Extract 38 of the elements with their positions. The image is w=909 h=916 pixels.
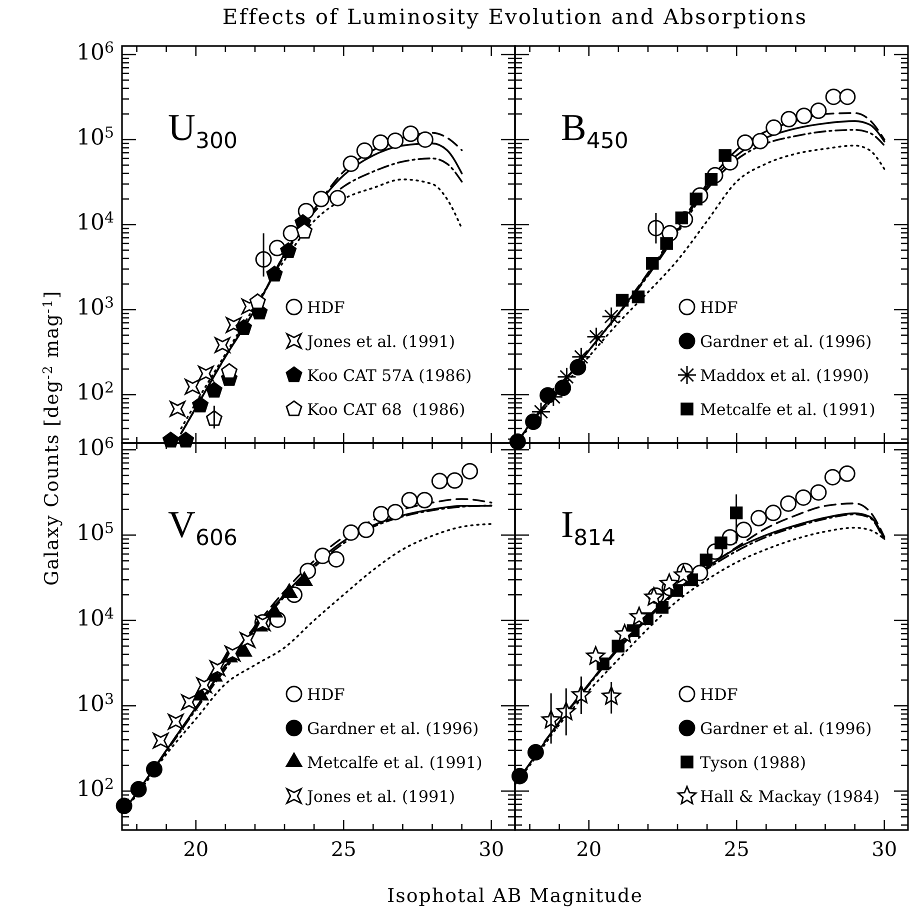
annotation: U$_{300}$ <box>168 107 238 154</box>
legend-label: HDF <box>700 685 738 704</box>
x-tick-label: 30 <box>872 837 898 861</box>
legend-label: Hall & Mackay (1984) <box>700 787 880 806</box>
annotation: V$_{606}$ <box>168 504 238 551</box>
legend-label: Gardner et al. (1996) <box>700 332 872 351</box>
x-tick-label: 25 <box>330 837 356 861</box>
y-tick-label: 10$^{6}$ <box>76 38 114 66</box>
chart-title: Effects of Luminosity Evolution and Absorptions <box>222 5 808 29</box>
x-tick-label: 20 <box>183 837 209 861</box>
legend-label: Tyson (1988) <box>700 753 806 772</box>
x-tick-label: 20 <box>576 837 602 861</box>
y-tick-label: 10$^{4}$ <box>76 604 114 632</box>
y-tick-label: 10$^{2}$ <box>76 378 114 406</box>
legend-label: HDF <box>307 298 345 317</box>
y-tick-label: 10$^{6}$ <box>76 434 114 461</box>
annotation: I$_{814}$ <box>561 504 616 551</box>
y-tick-label: 10$^{2}$ <box>76 775 114 802</box>
y-tick-label: 10$^{4}$ <box>76 208 114 236</box>
annotation: B$_{450}$ <box>561 107 628 154</box>
y-tick-label: 10$^{5}$ <box>76 124 114 151</box>
legend-label: Metcalfe et al. (1991) <box>307 753 482 772</box>
x-axis-title: Isophotal AB Magnitude <box>387 885 643 907</box>
legend-label: HDF <box>307 685 345 704</box>
legend-label: Jones et al. (1991) <box>305 332 456 351</box>
legend-label: Gardner et al. (1996) <box>700 719 872 738</box>
y-tick-label: 10$^{5}$ <box>76 519 114 546</box>
x-tick-label: 25 <box>724 837 750 861</box>
legend-label: Koo CAT 68 (1986) <box>307 400 466 419</box>
legend-label: HDF <box>700 298 738 317</box>
y-tick-label: 10$^{3}$ <box>76 690 114 717</box>
legend-label: Koo CAT 57A (1986) <box>307 366 472 385</box>
legend-label: Gardner et al. (1996) <box>307 719 479 738</box>
x-tick-label: 30 <box>478 837 504 861</box>
legend-label: Metcalfe et al. (1991) <box>700 400 876 419</box>
legend-label: Maddox et al. (1990) <box>700 366 870 385</box>
legend-label: Jones et al. (1991) <box>305 787 456 806</box>
y-tick-label: 10$^{3}$ <box>76 294 114 321</box>
